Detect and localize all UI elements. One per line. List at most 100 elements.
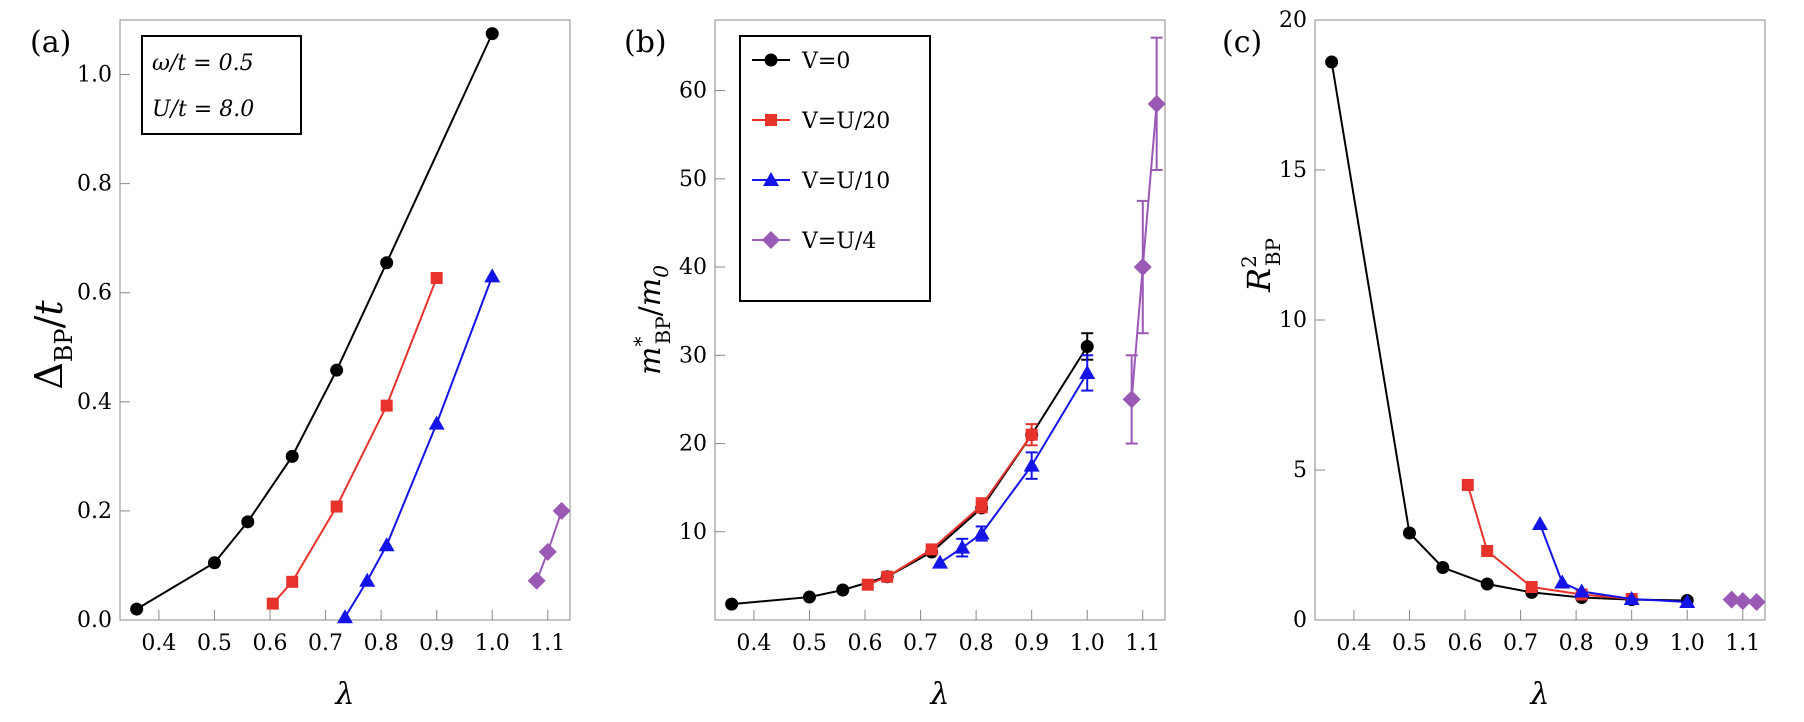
y-tick-label: 20 (679, 432, 707, 457)
data-point-v-0 (485, 27, 499, 41)
data-point-v-0 (1402, 526, 1416, 540)
data-point-v-u-4 (1747, 593, 1766, 611)
legend-item: V=U/4 (752, 229, 876, 254)
data-point-v-0 (802, 590, 816, 604)
x-tick-label: 0.6 (848, 631, 883, 656)
data-point-v-u-4 (527, 571, 546, 590)
panel-a: 0.0 0.2 0.4 0.6 0.8 1.0 0.4 0.5 0.6 0.7 0.8 0.9 1.0… (27, 19, 571, 712)
y-tick-label: 1.0 (77, 63, 112, 88)
data-point-v-u-4 (1722, 590, 1741, 609)
data-point-v-u-20 (975, 499, 988, 512)
data-point-v-u-20 (330, 500, 343, 513)
series-line-v-u-10 (939, 372, 1089, 564)
legend: V=0 V=U/20 V=U/10 V=U/4 (739, 35, 931, 302)
series-line-v-u-20 (867, 434, 1033, 586)
y-tick-label: 50 (679, 167, 707, 192)
data-point-v-0 (207, 556, 221, 570)
x-tick-label: 1.1 (1125, 631, 1160, 656)
data-point-v-u-10 (359, 572, 376, 587)
legend-label: V=0 (801, 49, 850, 74)
x-tick-label: 0.4 (736, 631, 771, 656)
x-tick-label: 0.8 (364, 631, 399, 656)
x-tick-label: 0.9 (419, 631, 454, 656)
data-point-v-u-10 (954, 539, 971, 554)
x-tick-label: 0.7 (1503, 631, 1538, 656)
data-point-v-0 (130, 602, 144, 616)
data-point-v-0 (725, 597, 739, 611)
y-tick-label: 0 (1293, 608, 1307, 633)
data-point-v-u-10 (428, 415, 445, 430)
legend-item: V=0 (752, 49, 850, 74)
data-point-v-u-10 (1679, 594, 1696, 608)
y-tick-label: 20 (1279, 8, 1307, 33)
legend-marker (762, 231, 780, 249)
svg-text:R2BP: R2BP (1237, 238, 1285, 293)
y-tick-label: 30 (679, 343, 707, 368)
panel-b-frame (714, 19, 1166, 621)
legend-item: V=U/10 (752, 169, 890, 194)
panel-c-xlabel: λ (1529, 677, 1549, 712)
x-tick-label: 0.9 (1614, 631, 1649, 656)
data-point-v-u-20 (266, 597, 279, 610)
y-tick-label: 40 (679, 255, 707, 280)
data-point-v-u-10 (1532, 516, 1548, 530)
y-tick-label: 15 (1279, 158, 1307, 183)
data-point-v-u-20 (925, 543, 938, 556)
x-tick-label: 0.8 (959, 631, 994, 656)
panel-b: 10 20 30 40 50 60 0.4 0.5 0.6 0.7 0.8 0.9 1.0 1.1 (b… (624, 19, 1166, 712)
panel-c: 0 5 10 15 20 0.4 0.5 0.6 0.7 0.8 0.9 1.0 1.1 (c) R2… (1222, 8, 1766, 712)
x-tick-label: 0.6 (1448, 631, 1483, 656)
data-point-v-u-20 (881, 570, 894, 583)
x-tick-label: 1.0 (1670, 631, 1705, 656)
legend-marker (764, 53, 778, 67)
y-tick-label: 0.2 (77, 499, 112, 524)
legend-label: V=U/4 (801, 229, 876, 254)
legend-box (739, 35, 931, 302)
y-tick-label: 0.4 (77, 390, 112, 415)
legend-label: V=U/20 (801, 109, 890, 134)
data-point-v-0 (285, 449, 299, 463)
x-tick-label: 0.5 (792, 631, 827, 656)
y-tick-label: 60 (679, 79, 707, 104)
data-point-v-u-10 (1023, 457, 1040, 472)
data-point-v-u-10 (378, 537, 395, 552)
legend-marker (763, 172, 779, 186)
annotation-u: U/t = 8.0 (152, 97, 254, 122)
data-point-v-u-20 (1025, 428, 1038, 441)
series-line-v-0 (731, 345, 1089, 606)
x-tick-label: 1.0 (1070, 631, 1105, 656)
data-point-v-u-4 (1122, 390, 1141, 409)
panel-a-ylabel: ΔBP/t (27, 300, 78, 390)
svg-text:m*BP/m0: m*BP/m0 (629, 265, 675, 375)
data-point-v-u-10 (973, 525, 990, 540)
x-tick-label: 0.5 (1392, 631, 1427, 656)
data-point-v-u-4 (1733, 592, 1752, 611)
y-tick-label: 5 (1293, 458, 1307, 483)
series-line-v-u-10 (1539, 523, 1688, 603)
data-point-v-u-10 (932, 554, 948, 569)
panel-b-label: (b) (624, 25, 667, 60)
x-tick-label: 0.6 (253, 631, 288, 656)
data-point-v-u-10 (1623, 591, 1640, 605)
data-point-v-0 (1325, 55, 1339, 69)
panel-b-xlabel: λ (929, 677, 949, 712)
panel-b-ylabel: m*BP/m0 (629, 265, 675, 375)
legend-marker (765, 114, 777, 126)
x-tick-label: 1.0 (475, 631, 510, 656)
data-point-v-u-20 (286, 575, 299, 588)
data-point-v-u-10 (337, 609, 353, 624)
series-line-v-u-20 (272, 277, 438, 605)
y-tick-label: 0.6 (77, 281, 112, 306)
x-tick-label: 0.4 (141, 631, 176, 656)
y-tick-label: 10 (1279, 308, 1307, 333)
data-point-v-0 (1436, 561, 1450, 574)
data-point-v-u-10 (1573, 583, 1590, 598)
x-tick-label: 0.5 (197, 631, 232, 656)
data-point-v-u-20 (380, 399, 393, 412)
x-tick-label: 0.7 (903, 631, 938, 656)
legend-item: V=U/20 (752, 109, 890, 134)
data-point-v-u-10 (484, 268, 501, 283)
data-point-v-u-4 (538, 542, 557, 561)
panel-a-xlabel: λ (334, 677, 354, 712)
